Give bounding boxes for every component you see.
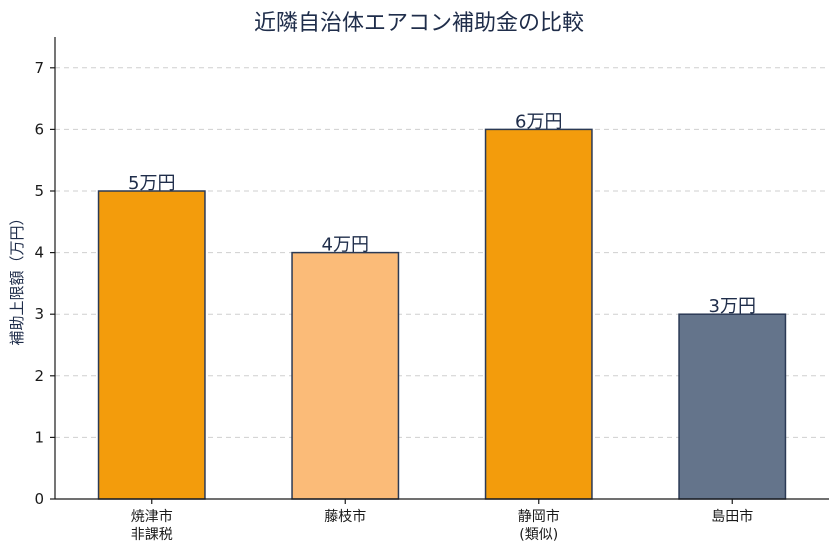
data-label-0: 5万円: [128, 173, 175, 194]
chart-title: 近隣自治体エアコン補助金の比較: [254, 11, 584, 36]
bar-1: [291, 251, 400, 500]
x-tick-label-0: 焼津市非課税: [131, 508, 173, 543]
x-tick-label-1: 藤枝市: [324, 508, 366, 525]
y-axis-label: 補助上限額（万円）: [8, 210, 26, 345]
y-tick-label-5: 5: [34, 182, 44, 200]
bar-2: [484, 128, 593, 500]
y-tick-label-3: 3: [34, 305, 44, 323]
y-tick-label-6: 6: [34, 120, 44, 138]
bar-0: [97, 190, 206, 500]
data-label-3: 3万円: [709, 296, 756, 317]
data-label-2: 6万円: [515, 111, 562, 132]
bar-layer: [97, 128, 787, 500]
x-tick-label-2: 静岡市(類似): [518, 508, 560, 543]
y-tick-label-2: 2: [34, 367, 44, 385]
x-tick-label-3: 島田市: [711, 508, 753, 525]
y-tick-label-4: 4: [34, 244, 44, 262]
axis-layer: [50, 37, 829, 504]
y-tick-label-1: 1: [34, 428, 44, 446]
bar-3: [678, 313, 787, 500]
y-tick-label-0: 0: [34, 490, 44, 508]
y-tick-label-7: 7: [34, 59, 44, 77]
data-label-1: 4万円: [322, 235, 369, 256]
